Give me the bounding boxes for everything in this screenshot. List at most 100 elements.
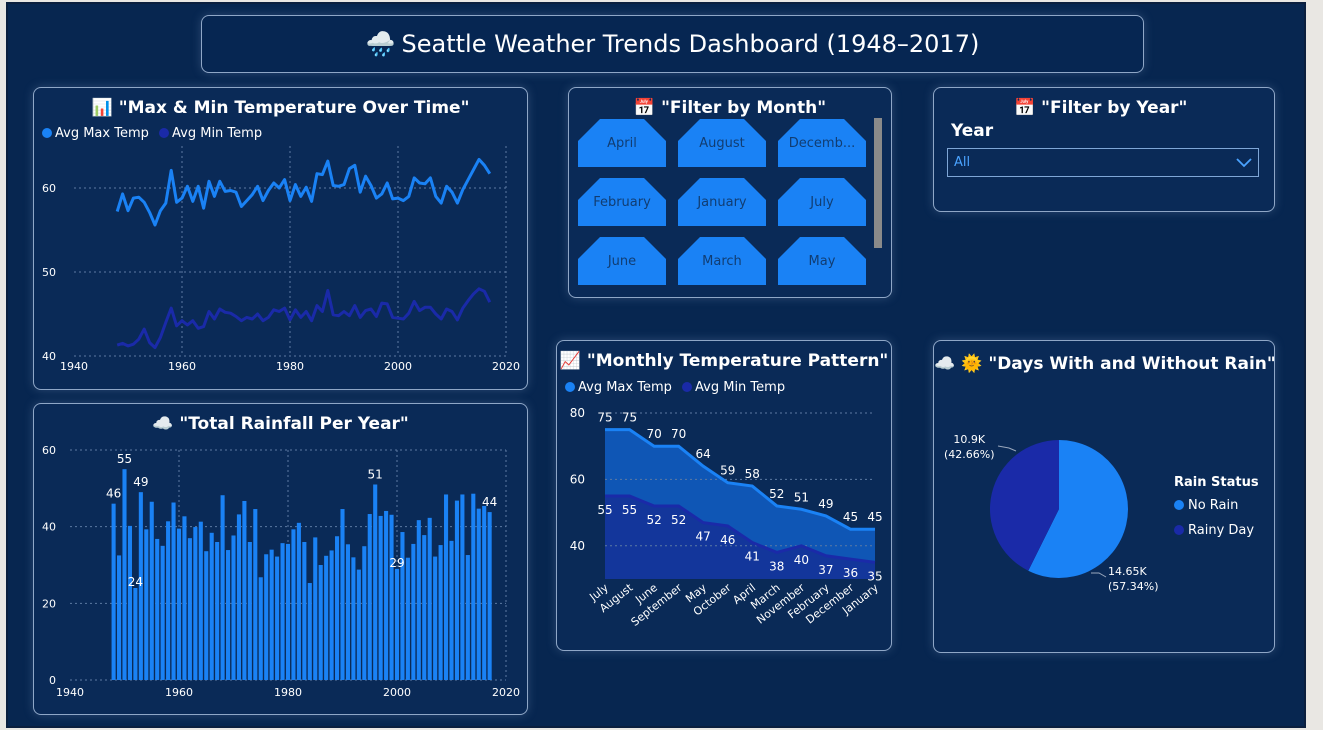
pie-legend-item-rainy[interactable]: Rainy Day <box>1174 523 1259 538</box>
bar <box>269 549 274 680</box>
legend-dot-min <box>159 128 170 138</box>
rain-days-card: ☁️ 🌞 "Days With and Without Rain" 10.9K (4… <box>933 340 1275 653</box>
data-label-max: 45 <box>867 510 882 524</box>
bar <box>209 532 214 680</box>
data-label: 49 <box>133 475 148 489</box>
month-option-label: Decemb... <box>788 135 856 151</box>
bar <box>242 500 247 680</box>
bar <box>416 520 421 680</box>
line-chart-icon: 📈 <box>559 351 581 371</box>
data-label-max: 58 <box>745 467 760 481</box>
legend-min-label: Avg Min Temp <box>695 380 786 395</box>
data-label: 46 <box>106 487 121 501</box>
cloud-icon: ☁️ <box>152 414 174 434</box>
x-tick-label: 1960 <box>168 360 196 373</box>
bar <box>411 543 416 680</box>
rain-days-title: "Days With and Without Rain" <box>988 354 1275 374</box>
data-label-min: 38 <box>769 559 784 573</box>
legend-dot-no-rain <box>1174 500 1184 510</box>
legend-dot-min <box>682 382 693 392</box>
y-tick-label: 60 <box>570 472 585 486</box>
month-slicer-scrollbar[interactable] <box>874 118 882 248</box>
month-option-march[interactable]: March <box>678 237 766 285</box>
year-dropdown[interactable]: All <box>947 148 1259 177</box>
bar <box>422 535 427 680</box>
bar <box>313 537 318 680</box>
month-option-june[interactable]: June <box>578 237 666 285</box>
data-label-min: 46 <box>720 533 735 547</box>
data-label-min: 52 <box>646 513 661 527</box>
data-label-max: 49 <box>818 497 833 511</box>
bar <box>144 529 149 680</box>
month-option-decemb[interactable]: Decemb... <box>778 119 866 167</box>
x-tick-label: 1940 <box>60 360 88 373</box>
bar <box>176 528 182 680</box>
year-filter-title: "Filter by Year" <box>1041 98 1188 118</box>
bar-chart-icon: 📊 <box>91 98 113 118</box>
data-label-max: 75 <box>597 411 612 425</box>
bar <box>389 514 394 680</box>
bar <box>378 515 383 680</box>
month-option-label: July <box>810 194 834 210</box>
bar <box>367 514 372 680</box>
bar <box>324 555 329 680</box>
pie-legend: Rain Status No Rain Rainy Day <box>1174 475 1259 538</box>
data-label-min: 55 <box>597 503 612 517</box>
pie-legend-no-rain-label: No Rain <box>1188 498 1239 513</box>
bar <box>122 469 127 680</box>
temperature-line-chart[interactable]: 40 50 60 1940 1960 1980 2000 2020 <box>34 88 527 389</box>
month-option-february[interactable]: February <box>578 178 666 226</box>
bar <box>329 550 334 680</box>
bar <box>231 535 236 680</box>
monthly-temperature-card: 📈 "Monthly Temperature Pattern" Avg Max T… <box>556 340 892 651</box>
month-option-may[interactable]: May <box>778 237 866 285</box>
month-option-july[interactable]: July <box>778 178 866 226</box>
pie-label-rainy: 10.9K (42.66%) <box>944 432 995 462</box>
cloud-icon: ☁️ <box>934 354 956 374</box>
bar <box>253 509 258 680</box>
pie-label-norain-pct: (57.34%) <box>1108 580 1159 593</box>
pie-label-rainy-pct: (42.66%) <box>944 448 995 461</box>
data-label-min: 36 <box>843 566 858 580</box>
legend-max-label: Avg Max Temp <box>578 380 672 395</box>
pie-slice-rainy-day <box>989 440 1059 571</box>
bar <box>275 556 280 680</box>
bar <box>155 538 160 680</box>
legend-dot-max <box>42 128 52 138</box>
month-option-label: March <box>702 253 742 269</box>
bar <box>149 501 154 680</box>
leader-line-no-rain <box>1091 572 1107 578</box>
data-label: 24 <box>128 575 143 589</box>
bar <box>362 546 367 680</box>
data-label: 51 <box>368 468 383 482</box>
bar <box>198 521 203 680</box>
x-tick-label: 1980 <box>276 360 304 373</box>
bar <box>345 544 350 680</box>
month-option-april[interactable]: April <box>578 119 666 167</box>
rain-cloud-icon: 🌧️ <box>365 30 396 58</box>
monthly-area-chart[interactable]: 40 60 80 75 75 70 70 64 59 58 52 51 49 45 45 55 55 52 52 47… <box>557 341 891 650</box>
rain-days-pie-chart[interactable] <box>934 341 1274 652</box>
bar <box>427 517 432 680</box>
legend-dot-rainy <box>1174 525 1184 535</box>
rainfall-bar-chart[interactable]: 0 20 40 60 1940 1960 1980 2000 2020 46 55 24 49 51 29 4… <box>34 404 527 714</box>
bar <box>471 493 476 680</box>
area-min <box>605 496 875 579</box>
bar <box>127 525 132 680</box>
month-option-august[interactable]: August <box>678 119 766 167</box>
x-tick-label: 2000 <box>384 360 412 373</box>
bar <box>296 522 301 680</box>
monthly-legend: Avg Max Temp Avg Min Temp <box>565 380 785 395</box>
x-tick-label: 1940 <box>56 686 84 699</box>
bar <box>117 555 122 680</box>
year-dropdown-value: All <box>954 155 971 170</box>
bar <box>138 492 143 680</box>
y-tick-label: 40 <box>570 539 585 553</box>
pie-label-norain-value: 14.65K <box>1108 565 1147 578</box>
page-title: Seattle Weather Trends Dashboard (1948–2… <box>401 30 980 58</box>
y-tick-label: 40 <box>42 350 56 363</box>
pie-legend-item-no-rain[interactable]: No Rain <box>1174 498 1259 513</box>
month-option-january[interactable]: January <box>678 178 766 226</box>
bar <box>133 588 138 680</box>
bar <box>226 550 231 680</box>
